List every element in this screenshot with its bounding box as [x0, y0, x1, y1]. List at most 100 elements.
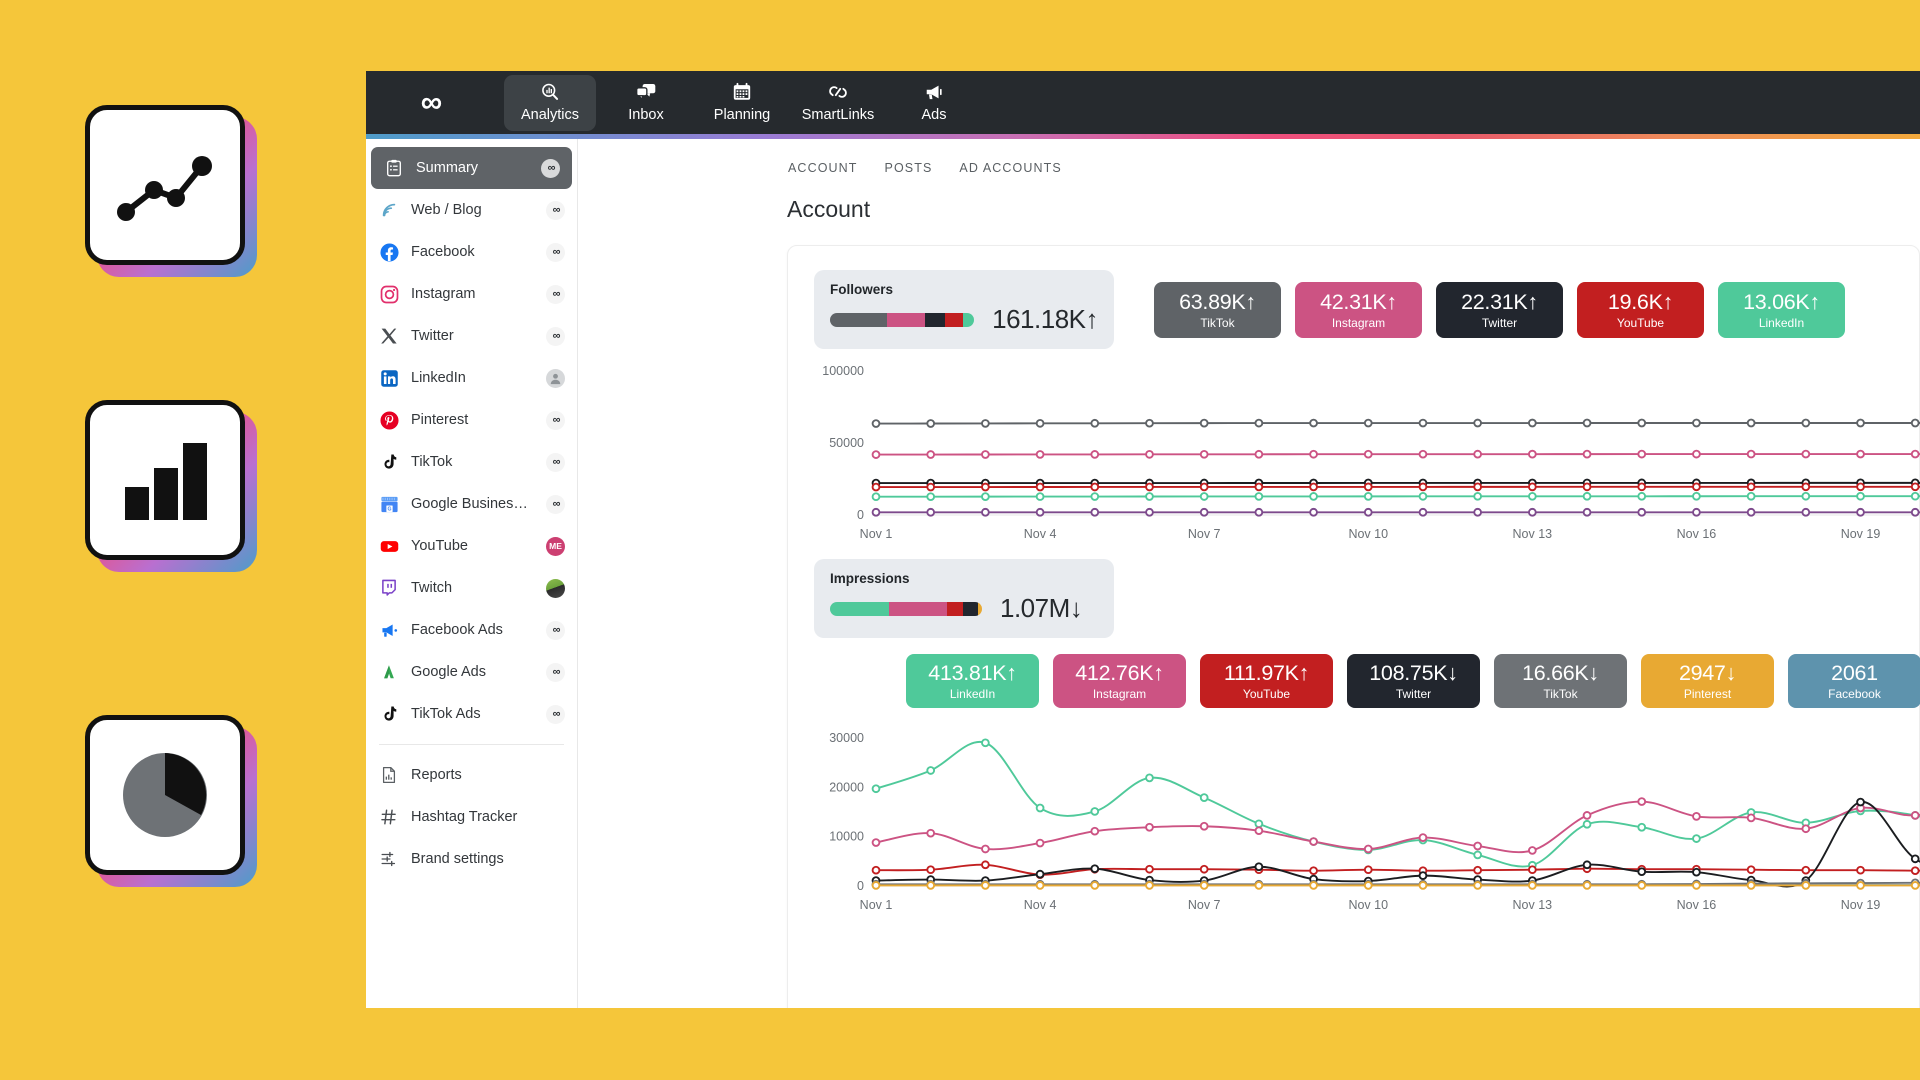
- data-point[interactable]: [1254, 507, 1264, 517]
- data-point[interactable]: [1856, 418, 1865, 428]
- data-point[interactable]: [1145, 507, 1154, 517]
- data-point[interactable]: [1035, 492, 1045, 501]
- data-point[interactable]: [1254, 826, 1264, 836]
- data-point[interactable]: [1035, 482, 1045, 492]
- data-point[interactable]: [926, 865, 936, 875]
- data-point[interactable]: [1746, 418, 1756, 428]
- data-point[interactable]: [1527, 418, 1537, 428]
- data-point[interactable]: [981, 450, 990, 459]
- sidebar-item-reports[interactable]: Reports: [366, 754, 577, 796]
- sidebar-item-youtube[interactable]: YouTube ME: [366, 525, 577, 567]
- data-point[interactable]: [1527, 881, 1537, 890]
- data-point[interactable]: [1856, 507, 1865, 517]
- data-point[interactable]: [1418, 449, 1428, 459]
- data-point[interactable]: [1637, 418, 1647, 428]
- data-point[interactable]: [1856, 491, 1865, 501]
- metric-pill-instagram[interactable]: 412.76K↑ Instagram: [1053, 654, 1186, 708]
- data-point[interactable]: [1035, 507, 1045, 517]
- data-point[interactable]: [1582, 811, 1592, 820]
- data-point[interactable]: [871, 784, 881, 794]
- data-point[interactable]: [1418, 482, 1428, 492]
- data-point[interactable]: [1527, 846, 1537, 855]
- data-point[interactable]: [1145, 418, 1154, 428]
- data-point[interactable]: [1363, 881, 1373, 890]
- data-point[interactable]: [1473, 449, 1483, 459]
- tab-account[interactable]: ACCOUNT: [788, 161, 858, 175]
- data-point[interactable]: [926, 507, 936, 517]
- sidebar-item-summary[interactable]: Summary ∞: [371, 147, 572, 189]
- data-point[interactable]: [1309, 418, 1318, 428]
- data-point[interactable]: [1527, 507, 1537, 517]
- data-point[interactable]: [1090, 507, 1100, 517]
- data-point[interactable]: [1363, 507, 1373, 517]
- data-point[interactable]: [1363, 418, 1373, 428]
- data-point[interactable]: [1090, 450, 1100, 459]
- data-point[interactable]: [981, 881, 990, 890]
- sidebar-item-brand-settings[interactable]: Brand settings: [366, 838, 577, 880]
- data-point[interactable]: [1473, 850, 1483, 860]
- data-point[interactable]: [1090, 864, 1100, 874]
- data-point[interactable]: [1692, 812, 1701, 821]
- metric-pill-youtube[interactable]: 19.6K↑ YouTube: [1577, 281, 1704, 338]
- sidebar-item-tiktok-ads[interactable]: TikTok Ads ∞: [366, 693, 577, 735]
- data-point[interactable]: [1090, 826, 1100, 836]
- data-point[interactable]: [1418, 492, 1428, 501]
- sidebar-item-facebook-ads[interactable]: Facebook Ads ∞: [366, 609, 577, 651]
- metric-pill-linkedin[interactable]: 413.81K↑ LinkedIn: [906, 654, 1039, 708]
- data-point[interactable]: [1801, 449, 1811, 459]
- data-point[interactable]: [1363, 482, 1373, 492]
- nav-item-planning[interactable]: Planning: [696, 75, 788, 131]
- data-point[interactable]: [1090, 482, 1100, 492]
- data-point[interactable]: [1801, 482, 1811, 492]
- data-point[interactable]: [1582, 449, 1592, 459]
- sidebar-item-instagram[interactable]: Instagram ∞: [366, 273, 577, 315]
- data-point[interactable]: [1035, 869, 1045, 879]
- data-point[interactable]: [1801, 418, 1811, 428]
- sidebar-item-pinterest[interactable]: Pinterest ∞: [366, 399, 577, 441]
- data-point[interactable]: [1910, 866, 1920, 876]
- data-point[interactable]: [1418, 418, 1428, 428]
- data-point[interactable]: [981, 482, 990, 492]
- metric-pill-linkedin[interactable]: 13.06K↑ LinkedIn: [1718, 281, 1845, 338]
- data-point[interactable]: [1199, 492, 1209, 501]
- data-point[interactable]: [926, 881, 936, 890]
- sidebar-item-facebook[interactable]: Facebook ∞: [366, 231, 577, 273]
- data-point[interactable]: [1582, 418, 1592, 428]
- data-point[interactable]: [1801, 881, 1811, 890]
- data-point[interactable]: [926, 450, 936, 459]
- data-point[interactable]: [1309, 881, 1318, 890]
- data-point[interactable]: [1582, 881, 1592, 890]
- data-point[interactable]: [1473, 865, 1483, 875]
- data-point[interactable]: [1090, 492, 1100, 501]
- data-point[interactable]: [1910, 507, 1920, 517]
- data-point[interactable]: [981, 492, 990, 501]
- data-point[interactable]: [1746, 449, 1756, 459]
- data-point[interactable]: [981, 860, 990, 870]
- data-point[interactable]: [1746, 491, 1756, 501]
- metric-pill-instagram[interactable]: 42.31K↑ Instagram: [1295, 281, 1422, 338]
- data-point[interactable]: [1473, 507, 1483, 517]
- metric-pill-tiktok[interactable]: 63.89K↑ TikTok: [1154, 281, 1281, 338]
- data-point[interactable]: [1692, 834, 1701, 843]
- tab-posts[interactable]: POSTS: [884, 161, 933, 175]
- nav-item-analytics[interactable]: Analytics: [504, 74, 596, 131]
- data-point[interactable]: [1746, 507, 1756, 517]
- data-point[interactable]: [1910, 881, 1920, 890]
- data-point[interactable]: [1582, 819, 1592, 829]
- data-point[interactable]: [1692, 867, 1701, 877]
- sidebar-item-twitter[interactable]: Twitter ∞: [366, 315, 577, 357]
- data-point[interactable]: [1145, 822, 1154, 832]
- data-point[interactable]: [1692, 507, 1701, 517]
- data-point[interactable]: [1856, 449, 1865, 459]
- data-point[interactable]: [1090, 418, 1100, 428]
- data-point[interactable]: [1856, 865, 1865, 875]
- nav-item-ads[interactable]: Ads: [888, 75, 980, 131]
- data-point[interactable]: [1035, 418, 1045, 428]
- data-point[interactable]: [1910, 449, 1920, 459]
- metric-pill-facebook[interactable]: 2061 Facebook: [1788, 654, 1920, 708]
- data-point[interactable]: [1254, 819, 1264, 829]
- data-point[interactable]: [1145, 773, 1154, 783]
- data-point[interactable]: [1363, 492, 1373, 501]
- data-point[interactable]: [871, 838, 881, 847]
- data-point[interactable]: [1035, 881, 1045, 890]
